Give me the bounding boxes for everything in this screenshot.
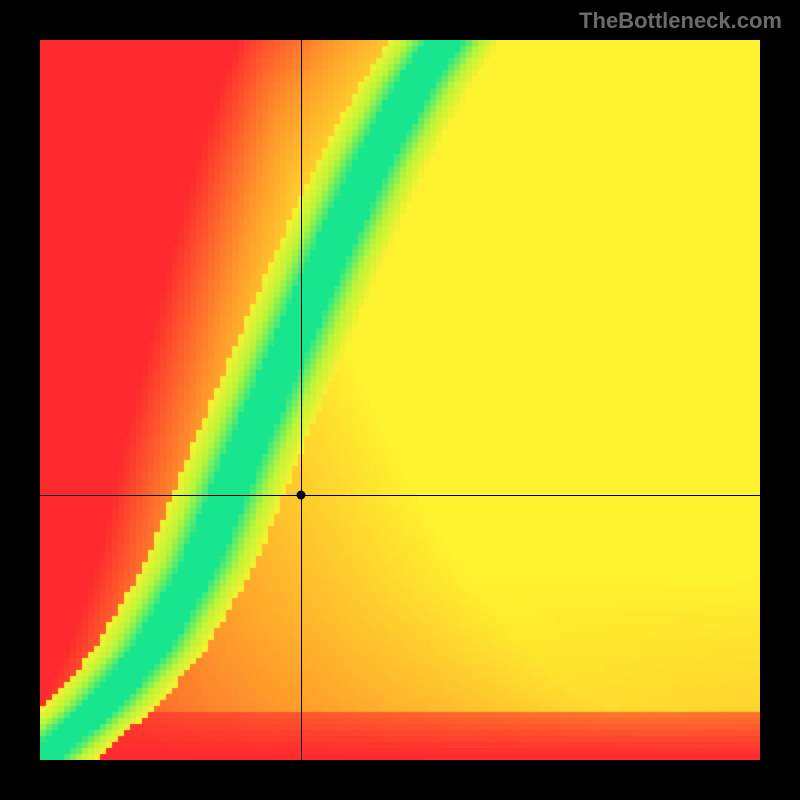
crosshair-vertical: [301, 40, 302, 760]
watermark-text: TheBottleneck.com: [579, 8, 782, 34]
crosshair-horizontal: [40, 495, 760, 496]
marker-dot: [296, 491, 305, 500]
chart-container: { "watermark": { "text": "TheBottleneck.…: [0, 0, 800, 800]
heatmap-canvas: [40, 40, 760, 760]
heatmap-plot-area: [40, 40, 760, 760]
